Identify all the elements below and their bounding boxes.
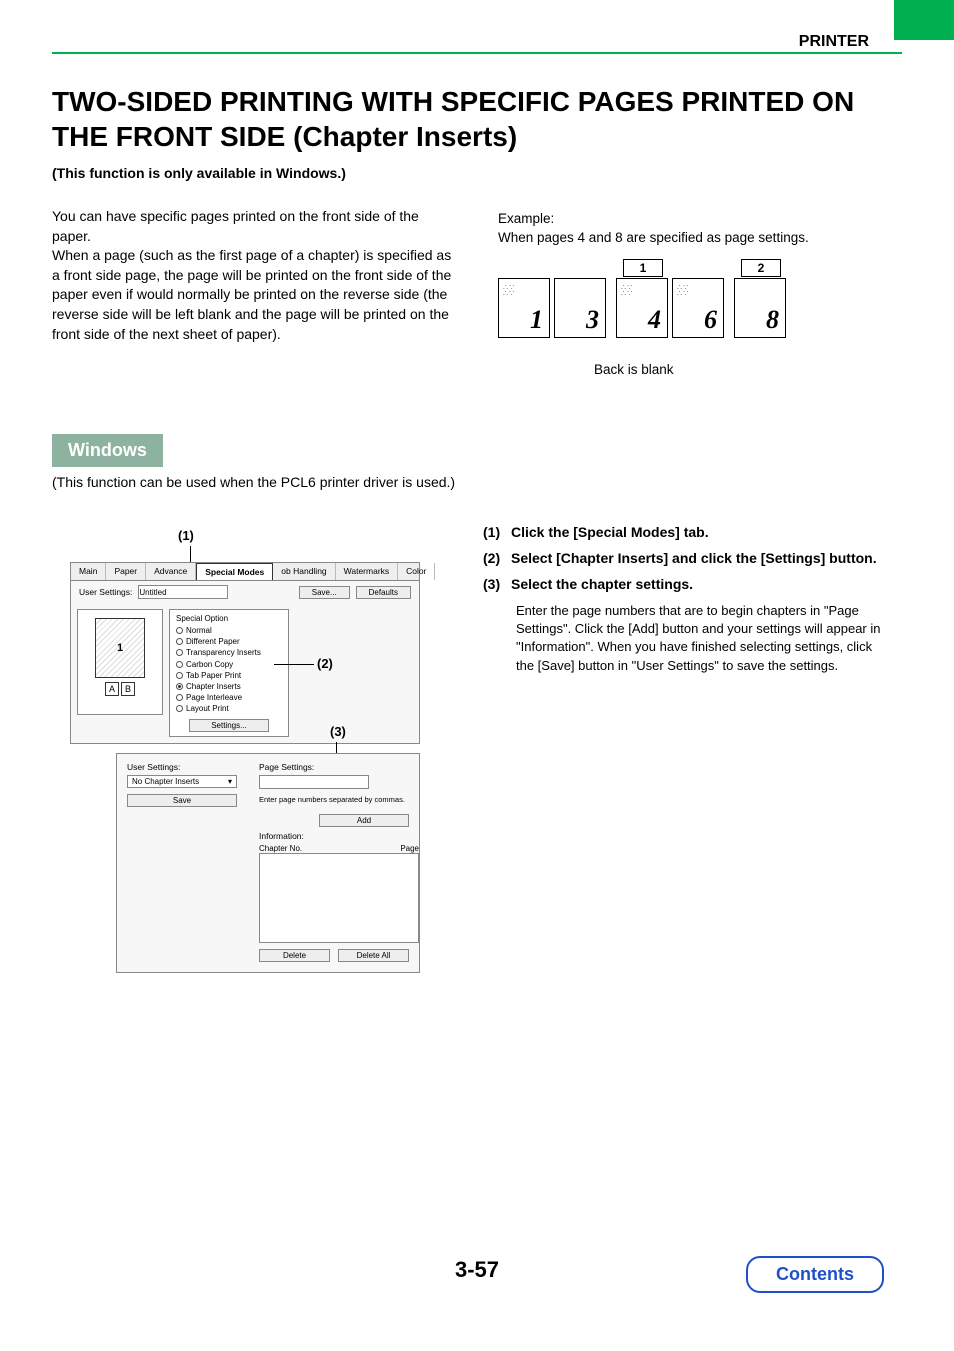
option-transparency-inserts[interactable]: Transparency Inserts (176, 647, 282, 658)
col-page: Page (400, 844, 419, 853)
delete-all-button[interactable]: Delete All (338, 949, 409, 962)
diagram-page: 2 8 (734, 278, 786, 338)
example-block: Example: When pages 4 and 8 are specifie… (498, 210, 809, 248)
settings-button[interactable]: Settings... (189, 719, 269, 732)
diagram-page: ∴∵∴∵ 1 (498, 278, 550, 338)
select-value: No Chapter Inserts (132, 777, 199, 786)
info-header: Chapter No. Page (259, 844, 419, 853)
option-normal[interactable]: Normal (176, 625, 282, 636)
option-layout-print[interactable]: Layout Print (176, 703, 282, 714)
header-rule (52, 52, 902, 54)
instructions: (1) Click the [Special Modes] tab. (2) S… (483, 524, 883, 675)
contents-link[interactable]: Contents (746, 1256, 884, 1293)
windows-badge: Windows (52, 434, 163, 467)
diagram-page-num: 6 (704, 305, 717, 335)
tab-job-handling[interactable]: ob Handling (273, 563, 335, 580)
tab-advance[interactable]: Advance (146, 563, 196, 580)
instr-text: Select [Chapter Inserts] and click the [… (511, 550, 877, 566)
callout-line (274, 664, 314, 665)
col-chapter-no: Chapter No. (259, 844, 302, 853)
user-settings-input[interactable] (138, 585, 228, 599)
instr-text: Select the chapter settings. (511, 576, 693, 592)
page-settings-input[interactable] (259, 775, 369, 789)
option-chapter-inserts[interactable]: Chapter Inserts (176, 681, 282, 692)
user-settings-label: User Settings: (79, 587, 132, 597)
example-text: When pages 4 and 8 are specified as page… (498, 230, 809, 245)
header-section: PRINTER (799, 33, 869, 51)
d2-user-settings-label: User Settings: (127, 762, 247, 772)
options-title: Special Option (176, 614, 282, 623)
instr-num: (3) (483, 576, 511, 592)
example-label: Example: (498, 211, 554, 226)
instr-num: (2) (483, 550, 511, 566)
add-button[interactable]: Add (319, 814, 409, 827)
option-page-interleave[interactable]: Page Interleave (176, 692, 282, 703)
preview-page: 1 (95, 618, 145, 678)
diagram-caption: Back is blank (594, 362, 674, 377)
diagram-page: 1 ∴∵∴∵ 4 (616, 278, 668, 338)
tab-watermarks[interactable]: Watermarks (336, 563, 399, 580)
instr-body: Enter the page numbers that are to begin… (516, 602, 883, 675)
text-dots-icon: ∴∵∴∵ (503, 285, 521, 309)
tab-row: Main Paper Advance Special Modes ob Hand… (71, 563, 419, 581)
diagram-page: ∴∵∴∵ 6 (672, 278, 724, 338)
d2-save-button[interactable]: Save (127, 794, 237, 807)
option-different-paper[interactable]: Different Paper (176, 636, 282, 647)
diagram-page-num: 4 (648, 305, 661, 335)
diagram-tab: 1 (623, 259, 663, 277)
preview-box: 1 A B (77, 609, 163, 715)
instr-text: Click the [Special Modes] tab. (511, 524, 709, 540)
text-dots-icon: ∴∵∴∵ (621, 285, 639, 309)
text-dots-icon: ∴∵∴∵ (677, 285, 695, 309)
tab-paper[interactable]: Paper (106, 563, 146, 580)
tab-color[interactable]: Color (398, 563, 435, 580)
info-listbox[interactable] (259, 853, 419, 943)
page-subtitle: (This function is only available in Wind… (52, 165, 346, 181)
instr-num: (1) (483, 524, 511, 540)
callout-1: (1) (178, 528, 194, 543)
page-diagram: ∴∵∴∵ 1 3 1 ∴∵∴∵ 4 ∴∵∴∵ 6 2 8 (498, 278, 786, 338)
special-option-group: Special Option Normal Different Paper Tr… (169, 609, 289, 737)
defaults-button[interactable]: Defaults (356, 586, 411, 599)
tab-special-modes[interactable]: Special Modes (196, 563, 273, 580)
dialog-special-modes: Main Paper Advance Special Modes ob Hand… (70, 562, 420, 744)
preview-a-icon: A (105, 682, 119, 696)
user-settings-row: User Settings: Save... Defaults (71, 581, 419, 603)
intro-paragraph: You can have specific pages printed on t… (52, 207, 452, 344)
dialog-chapter-settings: User Settings: No Chapter Inserts ▾ Save… (116, 753, 420, 973)
diagram-page-num: 1 (530, 305, 543, 335)
tab-main[interactable]: Main (71, 563, 106, 580)
page-title: TWO-SIDED PRINTING WITH SPECIFIC PAGES P… (52, 84, 902, 154)
callout-3: (3) (330, 724, 346, 739)
callout-2: (2) (317, 656, 333, 671)
diagram-tab: 2 (741, 259, 781, 277)
page-settings-label: Page Settings: (259, 762, 409, 772)
delete-button[interactable]: Delete (259, 949, 330, 962)
option-carbon-copy[interactable]: Carbon Copy (176, 659, 282, 670)
diagram-page: 3 (554, 278, 606, 338)
preview-b-icon: B (121, 682, 135, 696)
option-tab-paper-print[interactable]: Tab Paper Print (176, 670, 282, 681)
page-settings-hint: Enter page numbers separated by commas. (259, 795, 409, 804)
chevron-down-icon: ▾ (228, 777, 232, 786)
information-label: Information: (259, 831, 409, 841)
chapter-inserts-select[interactable]: No Chapter Inserts ▾ (127, 775, 237, 788)
diagram-page-num: 8 (766, 305, 779, 335)
diagram-page-num: 3 (586, 305, 599, 335)
section-note: (This function can be used when the PCL6… (52, 474, 455, 490)
save-button[interactable]: Save... (299, 586, 350, 599)
top-green-bar (894, 0, 954, 40)
